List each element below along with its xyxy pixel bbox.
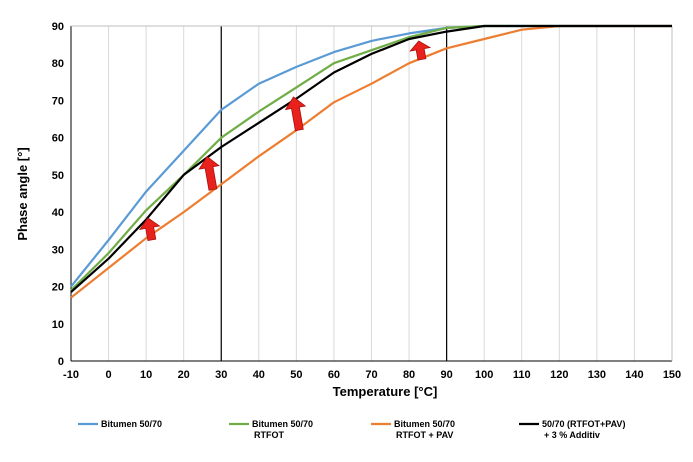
y-tick-label: 40	[52, 207, 64, 219]
y-tick-label: 10	[52, 319, 64, 331]
y-tick-label: 30	[52, 244, 64, 256]
shift-arrow-4	[409, 40, 432, 61]
x-tick-label: -10	[63, 369, 79, 381]
x-tick-label: 50	[290, 369, 302, 381]
x-tick-label: 150	[663, 369, 681, 381]
legend-label-3: Bitumen 50/70	[394, 419, 455, 429]
y-axis-title: Phase angle [°]	[15, 147, 30, 240]
x-tick-label: 60	[328, 369, 340, 381]
x-axis-title: Temperature [°C]	[333, 384, 438, 399]
shift-arrow-3	[284, 96, 307, 132]
y-tick-label: 0	[58, 356, 64, 368]
y-tick-label: 70	[52, 95, 64, 107]
x-tick-label: 80	[403, 369, 415, 381]
x-tick-label: 130	[588, 369, 606, 381]
x-tick-label: 140	[625, 369, 643, 381]
legend-label-4: + 3 % Additiv	[544, 430, 600, 440]
x-tick-label: 40	[253, 369, 265, 381]
x-tick-label: 100	[475, 369, 493, 381]
series-lines	[70, 24, 672, 299]
x-tick-label: 20	[178, 369, 190, 381]
reference-lines	[220, 26, 448, 361]
y-tick-label: 80	[52, 58, 64, 70]
shift-arrows	[138, 40, 432, 241]
x-tick-label: 0	[106, 369, 112, 381]
legend-label-1: Bitumen 50/70	[101, 419, 162, 429]
x-tick-label: 70	[365, 369, 377, 381]
legend-label-3: RTFOT + PAV	[396, 430, 453, 440]
x-tick-label: 110	[513, 369, 531, 381]
x-tick-label: 120	[550, 369, 568, 381]
x-tick-label: 10	[140, 369, 152, 381]
legend-label-2: Bitumen 50/70	[252, 419, 313, 429]
y-tick-label: 50	[52, 170, 64, 182]
legend-label-4: 50/70 (RTFOT+PAV)	[542, 419, 625, 429]
y-tick-label: 90	[52, 21, 64, 33]
y-tick-label: 60	[52, 133, 64, 145]
series-line-4	[70, 24, 672, 293]
shift-arrow-2	[198, 155, 220, 191]
x-tick-label: 30	[215, 369, 227, 381]
tick-labels: -10 0 10 20 30 40 50 60 70 80 90 100 110 120 130 140 150…	[52, 21, 681, 381]
grid	[108, 26, 635, 361]
x-tick-label: 90	[441, 369, 453, 381]
shift-arrow-1	[138, 217, 161, 241]
legend-label-2: RTFOT	[254, 430, 284, 440]
y-tick-label: 20	[52, 282, 64, 294]
